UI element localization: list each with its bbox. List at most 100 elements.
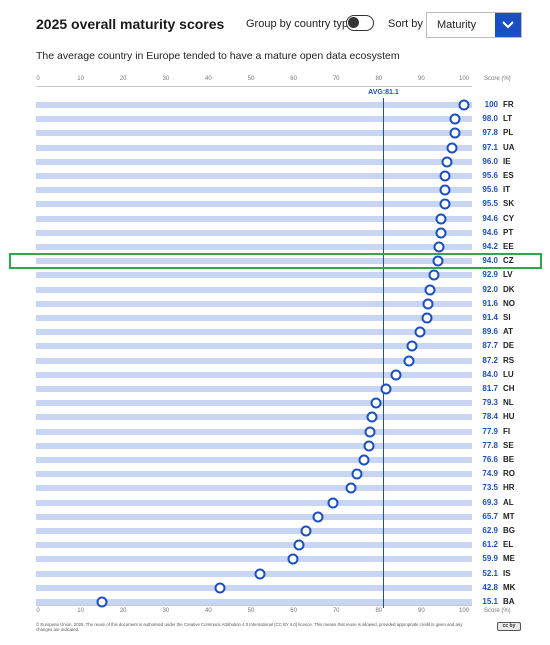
data-point-nl[interactable] bbox=[370, 397, 382, 409]
data-point-is[interactable] bbox=[254, 568, 266, 580]
country-label: PT bbox=[503, 227, 514, 237]
country-label: ES bbox=[503, 171, 514, 180]
value-label: 97.8 bbox=[482, 128, 498, 138]
country-label: AT bbox=[503, 327, 514, 337]
x-tick-label-top: 50 bbox=[247, 76, 255, 82]
value-label: 94.6 bbox=[482, 227, 498, 237]
country-label: HR bbox=[503, 483, 515, 493]
value-label: 92.9 bbox=[482, 270, 498, 280]
data-point-sk[interactable] bbox=[439, 198, 451, 210]
sort-select[interactable]: Maturity bbox=[426, 12, 522, 38]
x-tick-label-bottom: 10 bbox=[77, 608, 84, 614]
country-label: BG bbox=[503, 526, 515, 535]
bar-track bbox=[36, 258, 472, 265]
value-label: 61.2 bbox=[482, 540, 498, 550]
data-point-ie[interactable] bbox=[441, 156, 453, 168]
country-label: SE bbox=[503, 440, 514, 450]
bar-track bbox=[36, 428, 472, 435]
sort-by-label: Sort by bbox=[388, 18, 423, 30]
country-label: CH bbox=[503, 384, 515, 393]
x-tick-label-top: 20 bbox=[119, 76, 127, 82]
x-tick-label-bottom: 0 bbox=[36, 608, 40, 614]
bar-track bbox=[36, 116, 472, 123]
bar-track bbox=[36, 329, 472, 336]
data-point-si[interactable] bbox=[421, 312, 433, 324]
x-tick-label-bottom: 60 bbox=[290, 608, 297, 614]
value-label: 78.4 bbox=[482, 412, 498, 422]
value-label: 84.0 bbox=[482, 369, 498, 379]
bar-track bbox=[36, 272, 472, 279]
data-point-ee[interactable] bbox=[433, 241, 445, 253]
country-label: HU bbox=[503, 412, 515, 422]
bar-track bbox=[36, 471, 472, 478]
x-axis-label-top: Score (%) bbox=[484, 76, 511, 82]
data-point-cz[interactable] bbox=[432, 255, 444, 267]
data-point-hu[interactable] bbox=[366, 411, 378, 423]
value-label: 77.9 bbox=[482, 426, 498, 436]
sort-select-value: Maturity bbox=[437, 19, 477, 31]
bar-track bbox=[36, 130, 472, 137]
data-point-fi[interactable] bbox=[364, 426, 376, 438]
data-point-al[interactable] bbox=[327, 497, 339, 509]
bar-track bbox=[36, 144, 472, 151]
bar-track bbox=[36, 485, 472, 492]
value-label: 87.2 bbox=[482, 355, 498, 365]
value-label: 74.9 bbox=[482, 469, 498, 479]
data-point-me[interactable] bbox=[287, 553, 299, 565]
data-point-ro[interactable] bbox=[351, 468, 363, 480]
data-point-rs[interactable] bbox=[403, 355, 415, 367]
data-point-bg[interactable] bbox=[300, 525, 312, 537]
data-point-cy[interactable] bbox=[435, 213, 447, 225]
bar-track bbox=[36, 400, 472, 407]
data-point-lv[interactable] bbox=[428, 269, 440, 281]
data-point-lt[interactable] bbox=[449, 113, 461, 125]
x-tick-label-bottom: 50 bbox=[247, 608, 255, 614]
country-label: IE bbox=[503, 156, 511, 166]
data-point-pl[interactable] bbox=[449, 127, 461, 139]
sort-select-button[interactable] bbox=[495, 13, 521, 37]
value-label: 77.8 bbox=[482, 440, 498, 450]
data-point-de[interactable] bbox=[406, 340, 418, 352]
data-point-ch[interactable] bbox=[380, 383, 392, 395]
data-point-it[interactable] bbox=[439, 184, 451, 196]
country-label: CZ bbox=[503, 256, 514, 266]
data-point-es[interactable] bbox=[439, 170, 451, 182]
value-label: 69.3 bbox=[482, 497, 498, 507]
data-point-at[interactable] bbox=[414, 326, 426, 338]
country-label: EL bbox=[503, 540, 514, 550]
data-point-dk[interactable] bbox=[424, 284, 436, 296]
data-point-ba[interactable] bbox=[96, 596, 108, 608]
data-point-pt[interactable] bbox=[435, 227, 447, 239]
data-point-el[interactable] bbox=[293, 539, 305, 551]
data-point-mk[interactable] bbox=[214, 582, 226, 594]
average-line bbox=[382, 98, 385, 608]
value-label: 94.6 bbox=[482, 213, 498, 223]
bar-track bbox=[36, 414, 472, 421]
value-label: 89.6 bbox=[482, 327, 498, 337]
data-point-fr[interactable] bbox=[458, 99, 470, 111]
data-point-mt[interactable] bbox=[312, 511, 324, 523]
data-point-lu[interactable] bbox=[390, 369, 402, 381]
country-label: SI bbox=[503, 313, 511, 322]
bar-track bbox=[36, 201, 472, 208]
data-point-hr[interactable] bbox=[345, 482, 357, 494]
value-label: 73.5 bbox=[482, 483, 498, 493]
data-point-ua[interactable] bbox=[446, 142, 458, 154]
data-point-no[interactable] bbox=[422, 298, 434, 310]
value-label: 81.7 bbox=[482, 384, 498, 393]
bar-track bbox=[36, 542, 472, 549]
data-point-be[interactable] bbox=[358, 454, 370, 466]
x-tick-label-bottom: 100 bbox=[458, 608, 470, 614]
chart-title: 2025 overall maturity scores bbox=[36, 16, 225, 32]
country-label: MK bbox=[503, 582, 516, 592]
country-label: UA bbox=[503, 142, 515, 152]
group-by-toggle[interactable] bbox=[346, 15, 374, 31]
data-point-se[interactable] bbox=[363, 440, 375, 452]
bar-track bbox=[36, 343, 472, 350]
bar-track bbox=[36, 315, 472, 321]
average-label: AVG:81.1 bbox=[368, 89, 399, 96]
value-label: 79.3 bbox=[482, 398, 498, 408]
x-tick-label-top: 10 bbox=[77, 76, 84, 82]
country-label: LT bbox=[503, 114, 513, 124]
bar-track bbox=[36, 300, 472, 307]
